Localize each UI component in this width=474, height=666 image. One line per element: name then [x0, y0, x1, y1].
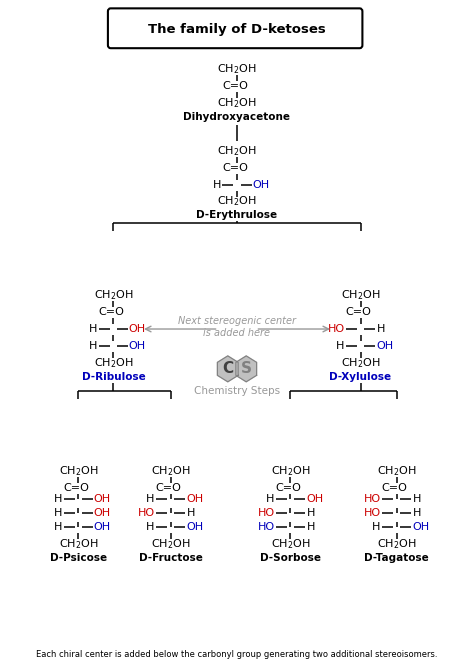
- Text: CH$_2$OH: CH$_2$OH: [59, 464, 98, 478]
- Text: D-Ribulose: D-Ribulose: [82, 372, 146, 382]
- Polygon shape: [218, 356, 238, 382]
- Text: HO: HO: [364, 508, 381, 518]
- Text: HO: HO: [328, 324, 345, 334]
- Text: CH$_2$OH: CH$_2$OH: [151, 537, 191, 551]
- Text: H: H: [372, 522, 381, 532]
- Text: D-Sorbose: D-Sorbose: [260, 553, 321, 563]
- Text: CH$_2$OH: CH$_2$OH: [377, 537, 416, 551]
- Text: Chemistry Steps: Chemistry Steps: [194, 386, 280, 396]
- Text: CH$_2$OH: CH$_2$OH: [59, 537, 98, 551]
- Text: OH: OH: [186, 494, 203, 504]
- Text: OH: OH: [94, 508, 111, 518]
- Text: HO: HO: [364, 494, 381, 504]
- FancyBboxPatch shape: [108, 9, 363, 48]
- Text: H: H: [336, 341, 345, 351]
- Text: H: H: [377, 324, 385, 334]
- Polygon shape: [236, 356, 256, 382]
- Text: D-Fructose: D-Fructose: [139, 553, 202, 563]
- Text: OH: OH: [376, 341, 393, 351]
- Text: CH$_2$OH: CH$_2$OH: [94, 288, 133, 302]
- Text: H: H: [413, 494, 421, 504]
- Text: H: H: [307, 522, 315, 532]
- Text: H: H: [54, 508, 62, 518]
- Text: is added here: is added here: [203, 328, 271, 338]
- Text: CH$_2$OH: CH$_2$OH: [94, 356, 133, 370]
- Text: C=O: C=O: [346, 307, 372, 317]
- Text: S: S: [241, 362, 252, 376]
- Text: H: H: [266, 494, 274, 504]
- Text: C=O: C=O: [222, 81, 248, 91]
- Text: HO: HO: [258, 508, 275, 518]
- Text: The family of D-ketoses: The family of D-ketoses: [148, 23, 326, 36]
- Text: OH: OH: [412, 522, 429, 532]
- Text: D-Tagatose: D-Tagatose: [364, 553, 429, 563]
- Text: D-Xylulose: D-Xylulose: [329, 372, 392, 382]
- Text: H: H: [413, 508, 421, 518]
- Text: CH$_2$OH: CH$_2$OH: [217, 194, 257, 208]
- Text: HO: HO: [258, 522, 275, 532]
- Text: H: H: [187, 508, 195, 518]
- Text: D-Psicose: D-Psicose: [50, 553, 107, 563]
- Text: OH: OH: [129, 324, 146, 334]
- Text: H: H: [54, 494, 62, 504]
- Text: H: H: [89, 341, 97, 351]
- Text: H: H: [307, 508, 315, 518]
- Text: CH$_2$OH: CH$_2$OH: [341, 356, 380, 370]
- Text: H: H: [54, 522, 62, 532]
- Text: C=O: C=O: [222, 163, 248, 172]
- Text: Dihydroxyacetone: Dihydroxyacetone: [183, 112, 291, 122]
- Text: OH: OH: [253, 180, 270, 190]
- Text: H: H: [89, 324, 97, 334]
- Text: CH$_2$OH: CH$_2$OH: [217, 144, 257, 158]
- Text: C=O: C=O: [156, 484, 182, 494]
- Text: OH: OH: [94, 522, 111, 532]
- Text: C=O: C=O: [64, 484, 90, 494]
- Text: CH$_2$OH: CH$_2$OH: [217, 96, 257, 110]
- Text: OH: OH: [306, 494, 323, 504]
- Text: C=O: C=O: [276, 484, 301, 494]
- Text: CH$_2$OH: CH$_2$OH: [217, 62, 257, 76]
- Text: H: H: [212, 180, 221, 190]
- Text: CH$_2$OH: CH$_2$OH: [341, 288, 380, 302]
- Text: D-Erythrulose: D-Erythrulose: [196, 210, 278, 220]
- Text: H: H: [146, 494, 155, 504]
- Text: OH: OH: [129, 341, 146, 351]
- Text: Next stereogenic center: Next stereogenic center: [178, 316, 296, 326]
- Text: CH$_2$OH: CH$_2$OH: [151, 464, 191, 478]
- Text: C=O: C=O: [99, 307, 125, 317]
- Text: CH$_2$OH: CH$_2$OH: [377, 464, 416, 478]
- Text: H: H: [146, 522, 155, 532]
- Text: CH$_2$OH: CH$_2$OH: [271, 537, 310, 551]
- Text: HO: HO: [138, 508, 155, 518]
- Text: CH$_2$OH: CH$_2$OH: [271, 464, 310, 478]
- Text: Each chiral center is added below the carbonyl group generating two additional s: Each chiral center is added below the ca…: [36, 650, 438, 659]
- Text: OH: OH: [94, 494, 111, 504]
- Text: OH: OH: [186, 522, 203, 532]
- Text: C: C: [222, 362, 233, 376]
- Text: C=O: C=O: [382, 484, 408, 494]
